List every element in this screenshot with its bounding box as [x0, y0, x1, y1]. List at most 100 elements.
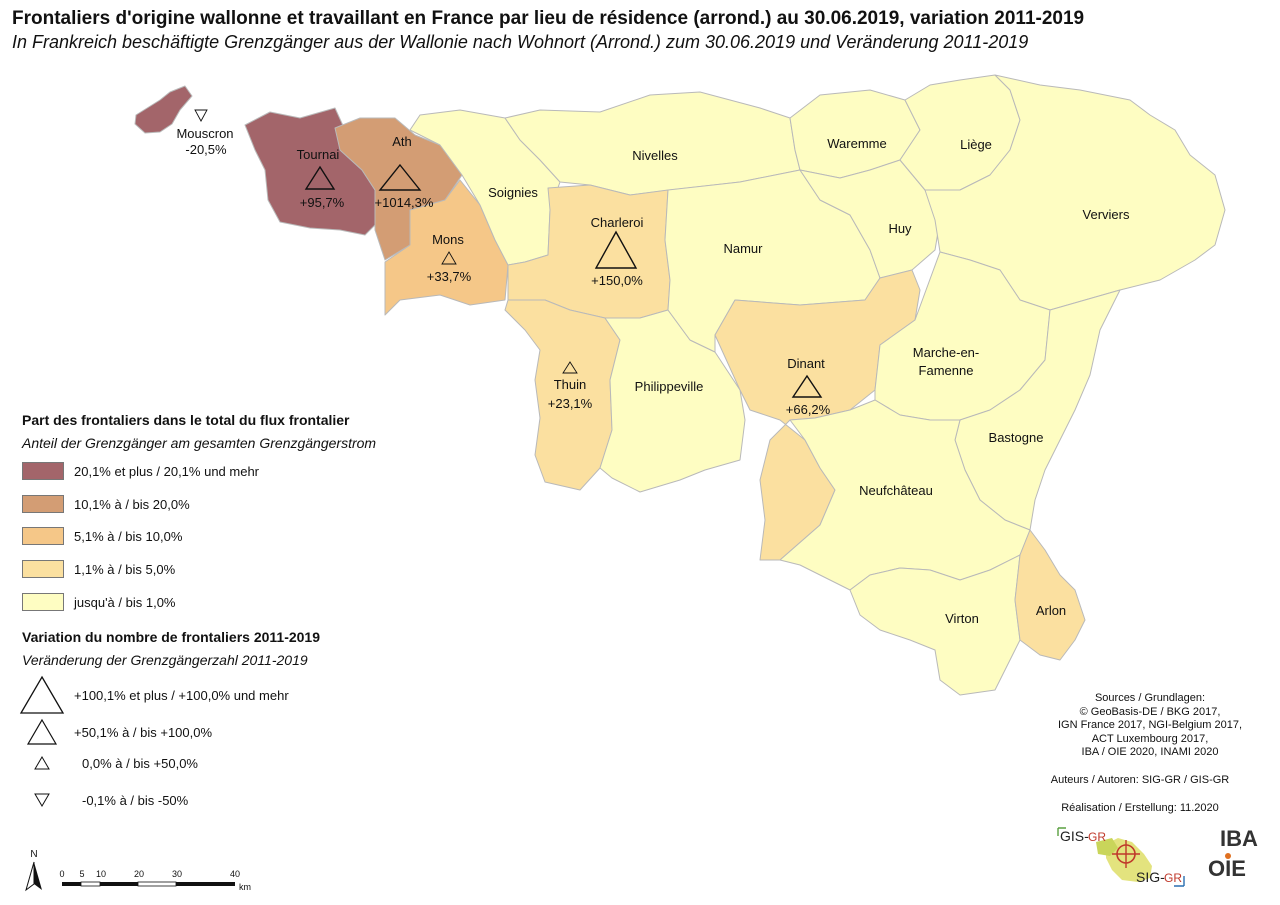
scale-unit: km: [239, 882, 251, 892]
variation-charleroi: +150,0%: [591, 273, 643, 288]
logo-dot: [1225, 853, 1231, 859]
triangle-small-icon: [34, 756, 50, 770]
district-mons[interactable]: [384, 179, 509, 316]
label-virton: Virton: [945, 611, 979, 626]
swatch-class2: [22, 495, 64, 513]
scale-tick: 10: [96, 869, 106, 879]
label-mons: Mons: [432, 232, 464, 247]
gis-gr-logo: GIS- GR SIG- GR: [1057, 827, 1185, 887]
share-legend-item: jusqu'à / bis 1,0%: [22, 592, 176, 612]
label-dinant: Dinant: [787, 356, 825, 371]
variation-legend-item: -0,1% à / bis -50%: [18, 792, 188, 808]
label-neufchateau: Neufchâteau: [859, 483, 933, 498]
swatch-class4: [22, 560, 64, 578]
variation-mouscron: -20,5%: [185, 142, 227, 157]
label-waremme: Waremme: [827, 136, 886, 151]
label-charleroi: Charleroi: [591, 215, 644, 230]
triangle-up-mons-icon: [441, 251, 457, 265]
share-legend-title: Part des frontaliers dans le total du fl…: [22, 412, 350, 428]
share-legend-item: 10,1% à / bis 20,0%: [22, 494, 190, 514]
scale-tick: 0: [59, 869, 64, 879]
sources-line: IGN France 2017, NGI-Belgium 2017,: [1057, 719, 1243, 731]
label-huy: Huy: [888, 221, 912, 236]
scale-tick: 40: [230, 869, 240, 879]
variation-legend-label: -0,1% à / bis -50%: [82, 792, 189, 808]
triangle-up-tournai-icon: [304, 165, 336, 190]
district-virton[interactable]: [849, 554, 1021, 696]
share-legend-label: jusqu'à / bis 1,0%: [74, 594, 176, 610]
variation-legend-label: 0,0% à / bis +50,0%: [82, 755, 198, 771]
share-legend-label: 20,1% et plus / 20,1% und mehr: [74, 463, 260, 479]
variation-legend-item: +100,1% et plus / +100,0% und mehr: [18, 675, 289, 715]
oie-logo: OIE: [1208, 856, 1246, 881]
label-liege: Liège: [960, 137, 992, 152]
district-huy[interactable]: [799, 159, 941, 279]
north-arrow: N: [22, 848, 46, 897]
scale-bar: 0 5 10 20 30 40 km: [59, 869, 251, 892]
variation-ath: +1014,3%: [375, 195, 434, 210]
share-legend-item: 1,1% à / bis 5,0%: [22, 559, 175, 579]
map-subtitle: In Frankreich beschäftigte Grenzgänger a…: [12, 32, 1029, 52]
variation-dinant: +66,2%: [786, 402, 831, 417]
label-arlon: Arlon: [1036, 603, 1066, 618]
triangle-large-icon: [19, 675, 65, 714]
label-verviers: Verviers: [1083, 207, 1130, 222]
share-legend-item: 20,1% et plus / 20,1% und mehr: [22, 461, 259, 481]
north-label: N: [30, 849, 37, 860]
label-namur: Namur: [723, 241, 763, 256]
district-arlon[interactable]: [1014, 529, 1086, 661]
authors-credit: Auteurs / Autoren: SIG-GR / GIS-GR: [1050, 774, 1230, 786]
sources-line: ACT Luxembourg 2017,: [1091, 732, 1209, 745]
district-thuin[interactable]: [504, 299, 621, 491]
variation-legend-item: +50,1% à / bis +100,0%: [18, 718, 212, 746]
label-soignies: Soignies: [488, 185, 538, 200]
triangle-down-icon: [34, 793, 50, 807]
swatch-class1: [22, 462, 64, 480]
scale-tick: 30: [172, 869, 182, 879]
map-title: Frontaliers d'origine wallonne et travai…: [12, 8, 1085, 29]
label-mouscron: Mouscron: [176, 126, 233, 141]
sources-line: © GeoBasis-DE / BKG 2017,: [1079, 705, 1221, 718]
swatch-class3: [22, 527, 64, 545]
sig-logo-gr: GR: [1164, 871, 1182, 885]
label-marche-en-famenne-1: Marche-en-: [913, 345, 979, 360]
label-tournai: Tournai: [297, 147, 340, 162]
variation-legend-title: Variation du nombre de frontaliers 2011-…: [22, 629, 320, 645]
swatch-class5: [22, 593, 64, 611]
sources-block: Sources / Grundlagen: © GeoBasis-DE / BK…: [1040, 692, 1260, 760]
variation-legend-item: 0,0% à / bis +50,0%: [18, 755, 198, 771]
triangle-up-dinant-icon: [791, 374, 823, 398]
sig-logo-text: SIG-: [1136, 869, 1165, 885]
realisation-credit: Réalisation / Erstellung: 11.2020: [1061, 802, 1219, 814]
sources-line: IBA / OIE 2020, INAMI 2020: [1081, 746, 1219, 758]
label-ath: Ath: [392, 134, 412, 149]
label-bastogne: Bastogne: [989, 430, 1044, 445]
variation-legend-subtitle: Veränderung der Grenzgängerzahl 2011-201…: [22, 652, 308, 668]
variation-legend-label: +100,1% et plus / +100,0% und mehr: [74, 687, 289, 703]
share-legend-subtitle: Anteil der Grenzgänger am gesamten Grenz…: [22, 435, 377, 451]
variation-thuin: +23,1%: [548, 396, 593, 411]
variation-mons: +33,7%: [427, 269, 472, 284]
share-legend-label: 5,1% à / bis 10,0%: [74, 528, 183, 544]
district-mouscron[interactable]: [134, 85, 193, 134]
variation-legend-label: +50,1% à / bis +100,0%: [74, 724, 213, 740]
scale-tick: 5: [79, 869, 84, 879]
label-thuin: Thuin: [554, 377, 587, 392]
triangle-up-thuin-icon: [562, 361, 578, 374]
iba-logo: IBA: [1220, 826, 1258, 851]
share-legend-label: 10,1% à / bis 20,0%: [74, 496, 190, 512]
share-legend-item: 5,1% à / bis 10,0%: [22, 526, 182, 546]
triangle-up-charleroi-icon: [594, 230, 638, 269]
share-legend-label: 1,1% à / bis 5,0%: [74, 561, 176, 577]
scale-tick: 20: [134, 869, 144, 879]
triangle-down-mouscron-icon: [194, 109, 208, 122]
label-nivelles: Nivelles: [632, 148, 678, 163]
label-marche-en-famenne-2: Famenne: [919, 363, 974, 378]
triangle-medium-icon: [26, 718, 58, 745]
triangle-up-ath-icon: [378, 163, 422, 191]
variation-tournai: +95,7%: [300, 195, 345, 210]
gis-logo-text: GIS-: [1060, 828, 1089, 844]
sources-heading: Sources / Grundlagen:: [1094, 692, 1206, 704]
gis-logo-gr: GR: [1088, 830, 1106, 844]
